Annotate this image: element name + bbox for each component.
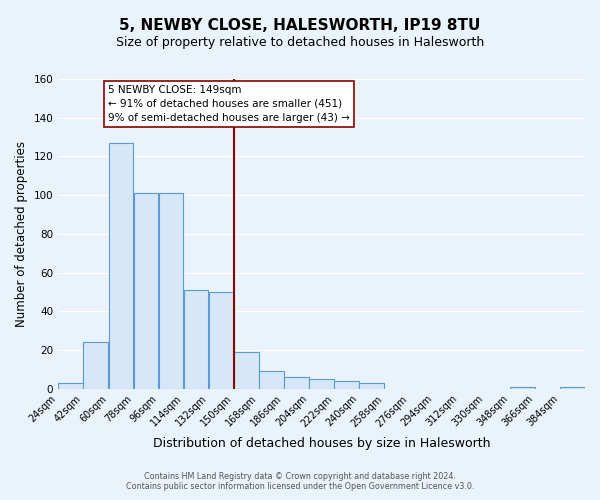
Bar — [134, 193, 158, 389]
Y-axis label: Number of detached properties: Number of detached properties — [15, 141, 28, 327]
Bar — [83, 342, 108, 389]
Bar — [284, 377, 309, 389]
Text: Size of property relative to detached houses in Halesworth: Size of property relative to detached ho… — [116, 36, 484, 49]
Bar — [510, 387, 535, 389]
Text: 5, NEWBY CLOSE, HALESWORTH, IP19 8TU: 5, NEWBY CLOSE, HALESWORTH, IP19 8TU — [119, 18, 481, 32]
Bar — [234, 352, 259, 389]
Bar — [184, 290, 208, 389]
Bar — [309, 379, 334, 389]
Bar — [109, 143, 133, 389]
Bar — [359, 383, 384, 389]
Bar — [58, 383, 83, 389]
Text: Contains HM Land Registry data © Crown copyright and database right 2024.: Contains HM Land Registry data © Crown c… — [144, 472, 456, 481]
Text: 5 NEWBY CLOSE: 149sqm
← 91% of detached houses are smaller (451)
9% of semi-deta: 5 NEWBY CLOSE: 149sqm ← 91% of detached … — [109, 85, 350, 123]
Bar — [560, 387, 585, 389]
Bar — [159, 193, 184, 389]
X-axis label: Distribution of detached houses by size in Halesworth: Distribution of detached houses by size … — [153, 437, 490, 450]
Bar — [259, 372, 284, 389]
Text: Contains public sector information licensed under the Open Government Licence v3: Contains public sector information licen… — [126, 482, 474, 491]
Bar — [209, 292, 233, 389]
Bar — [334, 381, 359, 389]
